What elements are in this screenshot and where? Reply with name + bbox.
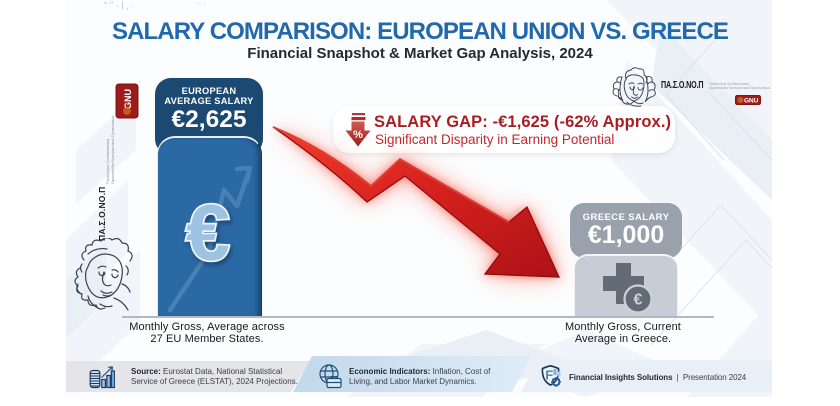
svg-text:GNU: GNU [744,98,759,105]
svg-text:GNU: GNU [123,89,133,109]
svg-text:€: € [186,188,230,277]
svg-text:F: F [545,368,553,383]
svg-text:€: € [634,292,643,309]
svg-text:%: % [353,129,363,141]
